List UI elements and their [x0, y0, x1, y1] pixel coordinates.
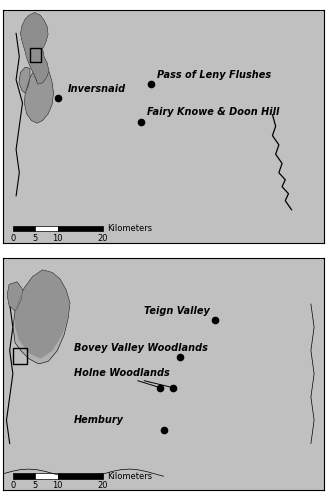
Text: Inversnaid: Inversnaid — [67, 84, 126, 94]
Bar — [58, 226, 103, 232]
Text: Hembury: Hembury — [74, 415, 124, 425]
Text: 20: 20 — [97, 234, 108, 243]
Bar — [35, 473, 58, 479]
Polygon shape — [7, 282, 23, 311]
Text: Teign Valley: Teign Valley — [144, 306, 210, 316]
Text: 20: 20 — [97, 482, 108, 490]
Polygon shape — [19, 67, 30, 93]
Text: Pass of Leny Flushes: Pass of Leny Flushes — [157, 70, 271, 80]
Text: Kilometers: Kilometers — [108, 472, 152, 480]
Text: Holne Woodlands: Holne Woodlands — [74, 368, 169, 378]
Bar — [13, 226, 35, 232]
Polygon shape — [7, 282, 23, 311]
Text: 0: 0 — [10, 234, 15, 243]
Polygon shape — [13, 270, 70, 364]
Text: 10: 10 — [53, 482, 63, 490]
Polygon shape — [25, 71, 54, 123]
Text: 0: 0 — [10, 482, 15, 490]
Text: Kilometers: Kilometers — [108, 224, 152, 233]
Text: 5: 5 — [33, 234, 38, 243]
Text: 10: 10 — [53, 234, 63, 243]
Polygon shape — [15, 270, 70, 358]
Polygon shape — [21, 12, 49, 84]
Polygon shape — [21, 12, 49, 84]
Bar — [35, 226, 58, 232]
Text: 5: 5 — [33, 482, 38, 490]
Bar — [13, 348, 27, 364]
Bar — [13, 473, 35, 479]
Polygon shape — [25, 71, 54, 123]
Bar — [30, 48, 41, 62]
Polygon shape — [19, 67, 30, 93]
Bar — [58, 473, 103, 479]
Text: Bovey Valley Woodlands: Bovey Valley Woodlands — [74, 343, 208, 353]
Text: Fairy Knowe & Doon Hill: Fairy Knowe & Doon Hill — [147, 107, 280, 117]
